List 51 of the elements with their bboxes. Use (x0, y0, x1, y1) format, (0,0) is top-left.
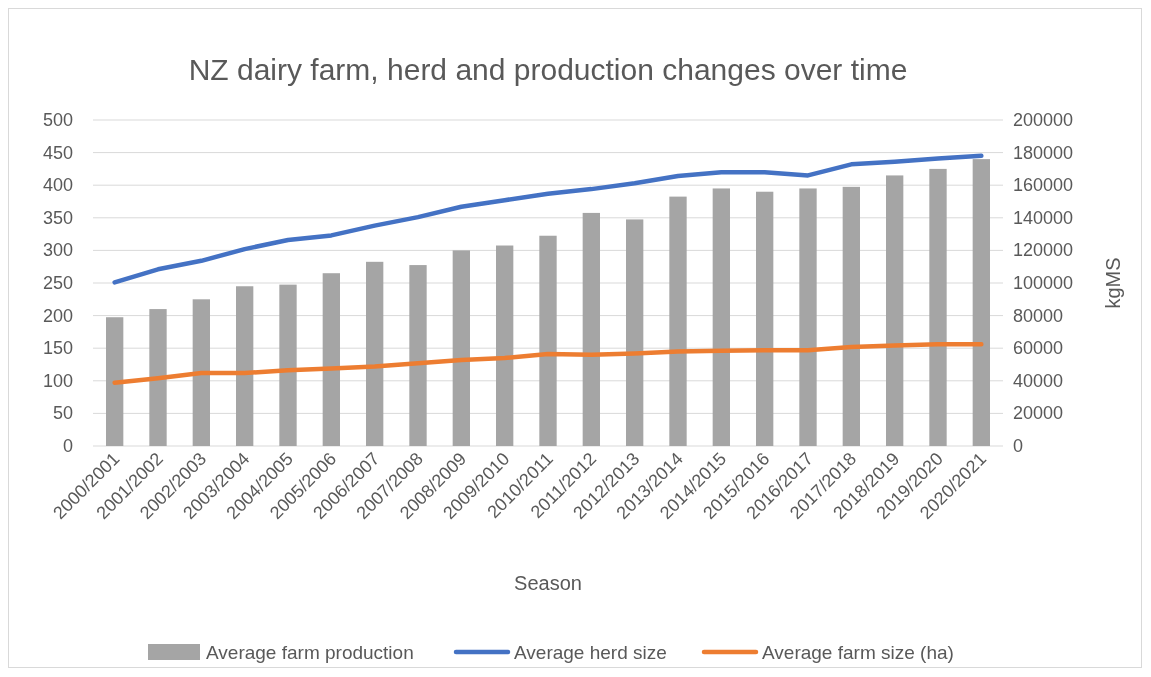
bar (322, 273, 340, 446)
legend-label: Average farm size (ha) (762, 642, 954, 663)
y-tick-label: 200 (42, 305, 73, 326)
y-tick-label: 0 (62, 436, 73, 456)
y-tick-label: 500 (42, 110, 73, 130)
y2-tick-label: 180000 (1013, 142, 1074, 163)
line-series (112, 342, 984, 386)
y2-tick-label: 100000 (1013, 273, 1074, 293)
bar (452, 250, 470, 446)
bar (929, 168, 947, 446)
bar (409, 265, 427, 446)
chart-title: NZ dairy farm, herd and production changes over time (188, 53, 908, 86)
bar (149, 309, 167, 446)
y2-tick-label: 0 (1013, 436, 1024, 456)
y2-tick-label: 200000 (1013, 110, 1074, 130)
y-tick-label: 50 (52, 403, 73, 424)
bar (366, 261, 384, 446)
bar (756, 191, 774, 446)
bar (539, 235, 557, 446)
y-tick-label: 400 (42, 175, 73, 196)
y2-tick-label: 60000 (1013, 338, 1064, 359)
y-tick-label: 100 (42, 370, 73, 391)
bar (496, 245, 514, 446)
y2-tick-label: 120000 (1013, 240, 1074, 261)
y-tick-label: 150 (42, 338, 73, 359)
y2-tick-label: 40000 (1013, 370, 1064, 391)
bar (886, 175, 904, 446)
line-series (112, 153, 984, 285)
bar (972, 159, 990, 446)
bar (712, 188, 730, 446)
bar (192, 299, 210, 446)
bar (669, 196, 687, 446)
y2-tick-label: 80000 (1013, 305, 1064, 326)
y-tick-label: 450 (42, 142, 73, 163)
legend-label: Average farm production (206, 642, 414, 663)
bar (799, 188, 817, 446)
y2-axis-title: kgMS (1102, 257, 1124, 309)
bar (279, 284, 297, 446)
y-tick-label: 300 (42, 240, 73, 261)
bar (842, 186, 860, 446)
legend-label: Average herd size (514, 642, 667, 663)
y-tick-label: 350 (42, 207, 73, 228)
x-axis-title: Season (514, 572, 582, 594)
bar (236, 286, 254, 446)
y2-tick-label: 160000 (1013, 175, 1074, 196)
bar (582, 212, 600, 446)
bar (106, 317, 124, 446)
y2-tick-label: 140000 (1013, 207, 1074, 228)
bar (626, 219, 644, 446)
y2-tick-label: 20000 (1013, 403, 1064, 424)
y-tick-label: 250 (42, 273, 73, 293)
